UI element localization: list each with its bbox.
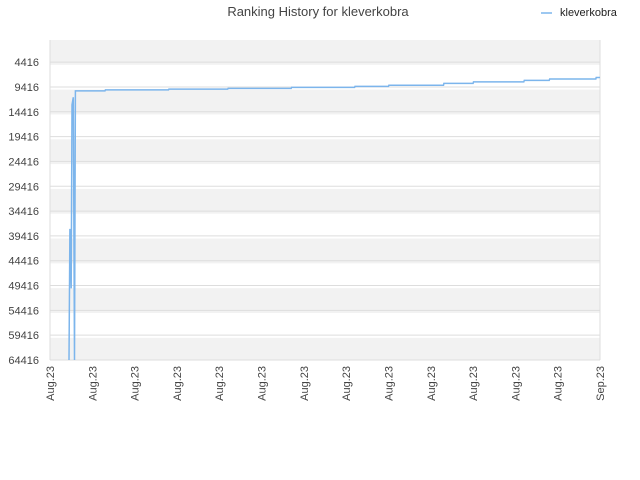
x-tick-label: Aug.23 [172,366,184,401]
y-tick-label: 29416 [8,181,39,193]
series-lines [68,76,600,361]
x-tick-label: Aug.23 [426,366,438,401]
x-tick-label: Aug.23 [383,366,395,401]
y-tick-label: 19416 [8,132,39,144]
x-tick-label: Aug.23 [510,366,522,401]
x-tick-label: Sep.23 [595,366,607,401]
y-tick-label: 24416 [8,156,39,168]
y-tick-label: 34416 [8,206,39,218]
plot-bands [50,40,600,360]
x-tick-label: Aug.23 [214,366,226,401]
y-tick-label: 4416 [15,57,39,69]
plot-band [50,238,600,264]
y-tick-label: 14416 [8,107,39,119]
chart-title: Ranking History for kleverkobra [227,4,409,19]
y-tick-label: 54416 [8,305,39,317]
legend-label: kleverkobra [560,7,618,19]
x-tick-label: Aug.23 [257,366,269,401]
plot-band [50,40,600,65]
x-tick-label: Aug.23 [299,366,311,401]
y-axis-labels: 4416 9416 14416 19416 24416 29416 34416 39416 44… [8,57,39,367]
plot-band [50,337,600,360]
x-tick-label: Aug.23 [341,366,353,401]
plot-band [50,89,600,115]
y-tick-label: 59416 [8,330,39,342]
x-tick-label: Aug.23 [130,366,142,401]
y-tick-label: 44416 [8,256,39,268]
grid-lines [49,40,601,361]
legend[interactable]: kleverkobra [541,7,618,19]
y-tick-label: 39416 [8,231,39,243]
series-line-kleverkobra[interactable] [68,76,600,361]
y-tick-label: 49416 [8,281,39,293]
plot-band [50,288,600,314]
y-tick-label: 64416 [8,355,39,367]
plot-band [50,139,600,165]
x-tick-label: Aug.23 [87,366,99,401]
x-tick-label: Aug.23 [468,366,480,401]
x-tick-label: Aug.23 [45,366,57,401]
x-tick-label: Aug.23 [553,366,565,401]
y-tick-label: 9416 [15,82,39,94]
x-axis-labels: Aug.23 Aug.23 Aug.23 Aug.23 Aug.23 Aug.23 Aug.… [45,366,607,401]
plot-band [50,188,600,214]
